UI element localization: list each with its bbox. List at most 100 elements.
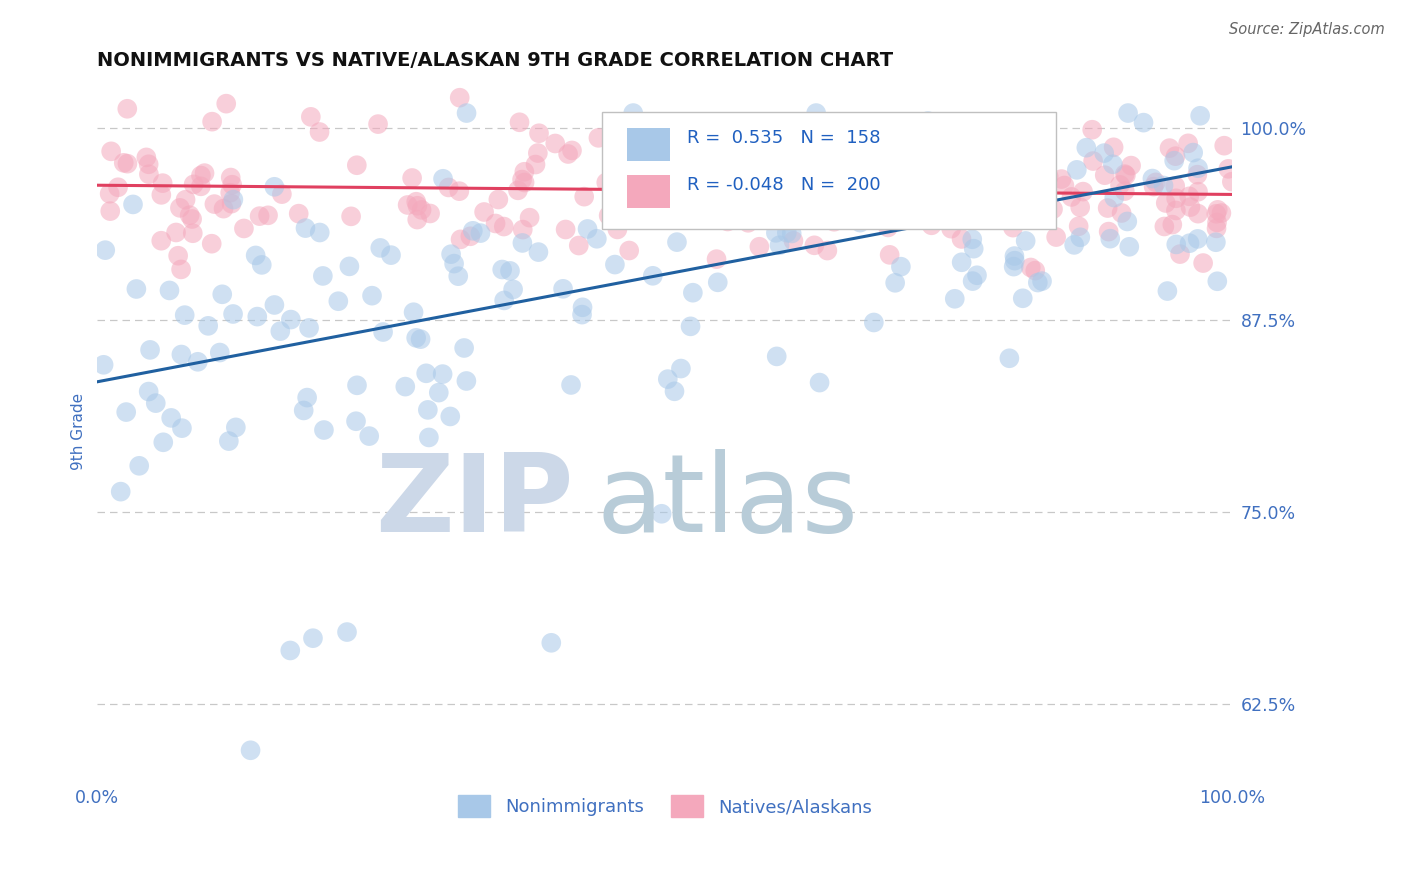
Point: [932, 163, 955, 178]
Point: [169, 201, 191, 215]
Point: [963, 242, 986, 256]
Point: [889, 210, 911, 224]
Point: [1011, 291, 1033, 305]
Point: [138, 157, 160, 171]
Point: [1102, 140, 1125, 154]
Point: [959, 156, 981, 170]
Point: [1144, 175, 1167, 189]
Point: [339, 260, 361, 274]
Point: [787, 174, 810, 188]
Point: [340, 210, 363, 224]
Point: [250, 258, 273, 272]
Point: [950, 232, 973, 246]
Point: [152, 176, 174, 190]
Point: [571, 308, 593, 322]
Point: [983, 155, 1005, 169]
Point: [941, 160, 963, 174]
Point: [751, 137, 773, 152]
Point: [437, 180, 460, 194]
Point: [190, 169, 212, 183]
Point: [513, 176, 536, 190]
Point: [94, 243, 117, 257]
Point: [117, 102, 139, 116]
Point: [174, 193, 197, 207]
Point: [470, 226, 492, 240]
Point: [1187, 168, 1209, 182]
Point: [648, 211, 671, 225]
Point: [1116, 214, 1139, 228]
Point: [221, 178, 243, 192]
Point: [1189, 109, 1212, 123]
Point: [280, 312, 302, 326]
Point: [484, 217, 506, 231]
Point: [270, 187, 292, 202]
Point: [679, 190, 702, 204]
Point: [702, 205, 724, 219]
Point: [1026, 276, 1049, 290]
Point: [246, 310, 269, 324]
Point: [1213, 138, 1236, 153]
Point: [499, 264, 522, 278]
Point: [257, 208, 280, 222]
Point: [606, 222, 628, 236]
Point: [453, 341, 475, 355]
Point: [921, 219, 943, 233]
Point: [367, 117, 389, 131]
Point: [647, 212, 669, 227]
Point: [1019, 202, 1042, 217]
Point: [848, 180, 870, 194]
Point: [941, 221, 963, 235]
Point: [1180, 200, 1202, 214]
Point: [190, 179, 212, 194]
Point: [876, 205, 898, 219]
Point: [1109, 178, 1132, 192]
Point: [1114, 184, 1136, 198]
Point: [914, 180, 936, 194]
Point: [603, 258, 626, 272]
Point: [997, 208, 1019, 222]
FancyBboxPatch shape: [602, 112, 1056, 229]
Point: [602, 179, 624, 194]
Point: [107, 180, 129, 194]
Point: [863, 173, 886, 187]
Point: [1011, 173, 1033, 187]
Point: [486, 193, 509, 207]
Point: [401, 171, 423, 186]
Point: [848, 186, 870, 201]
Point: [491, 262, 513, 277]
Point: [440, 247, 463, 261]
Point: [181, 212, 204, 227]
Point: [98, 204, 121, 219]
Point: [427, 385, 450, 400]
Point: [308, 226, 330, 240]
Point: [572, 189, 595, 203]
Point: [170, 347, 193, 361]
Point: [707, 276, 730, 290]
Point: [239, 743, 262, 757]
Point: [409, 332, 432, 346]
Point: [456, 106, 478, 120]
Point: [619, 244, 641, 258]
Point: [676, 123, 699, 137]
Point: [977, 148, 1000, 162]
Point: [676, 167, 699, 181]
Point: [782, 234, 804, 248]
Point: [312, 423, 335, 437]
Point: [748, 143, 770, 157]
Point: [810, 200, 832, 214]
Point: [758, 209, 780, 223]
Point: [884, 276, 907, 290]
FancyBboxPatch shape: [627, 175, 671, 208]
Point: [969, 182, 991, 196]
Point: [560, 378, 582, 392]
Point: [461, 224, 484, 238]
Point: [93, 358, 115, 372]
Point: [799, 189, 821, 203]
Point: [396, 198, 419, 212]
Point: [1045, 230, 1067, 244]
Point: [1182, 145, 1205, 160]
Point: [863, 316, 886, 330]
Point: [664, 384, 686, 399]
Point: [914, 189, 936, 203]
Point: [527, 245, 550, 260]
